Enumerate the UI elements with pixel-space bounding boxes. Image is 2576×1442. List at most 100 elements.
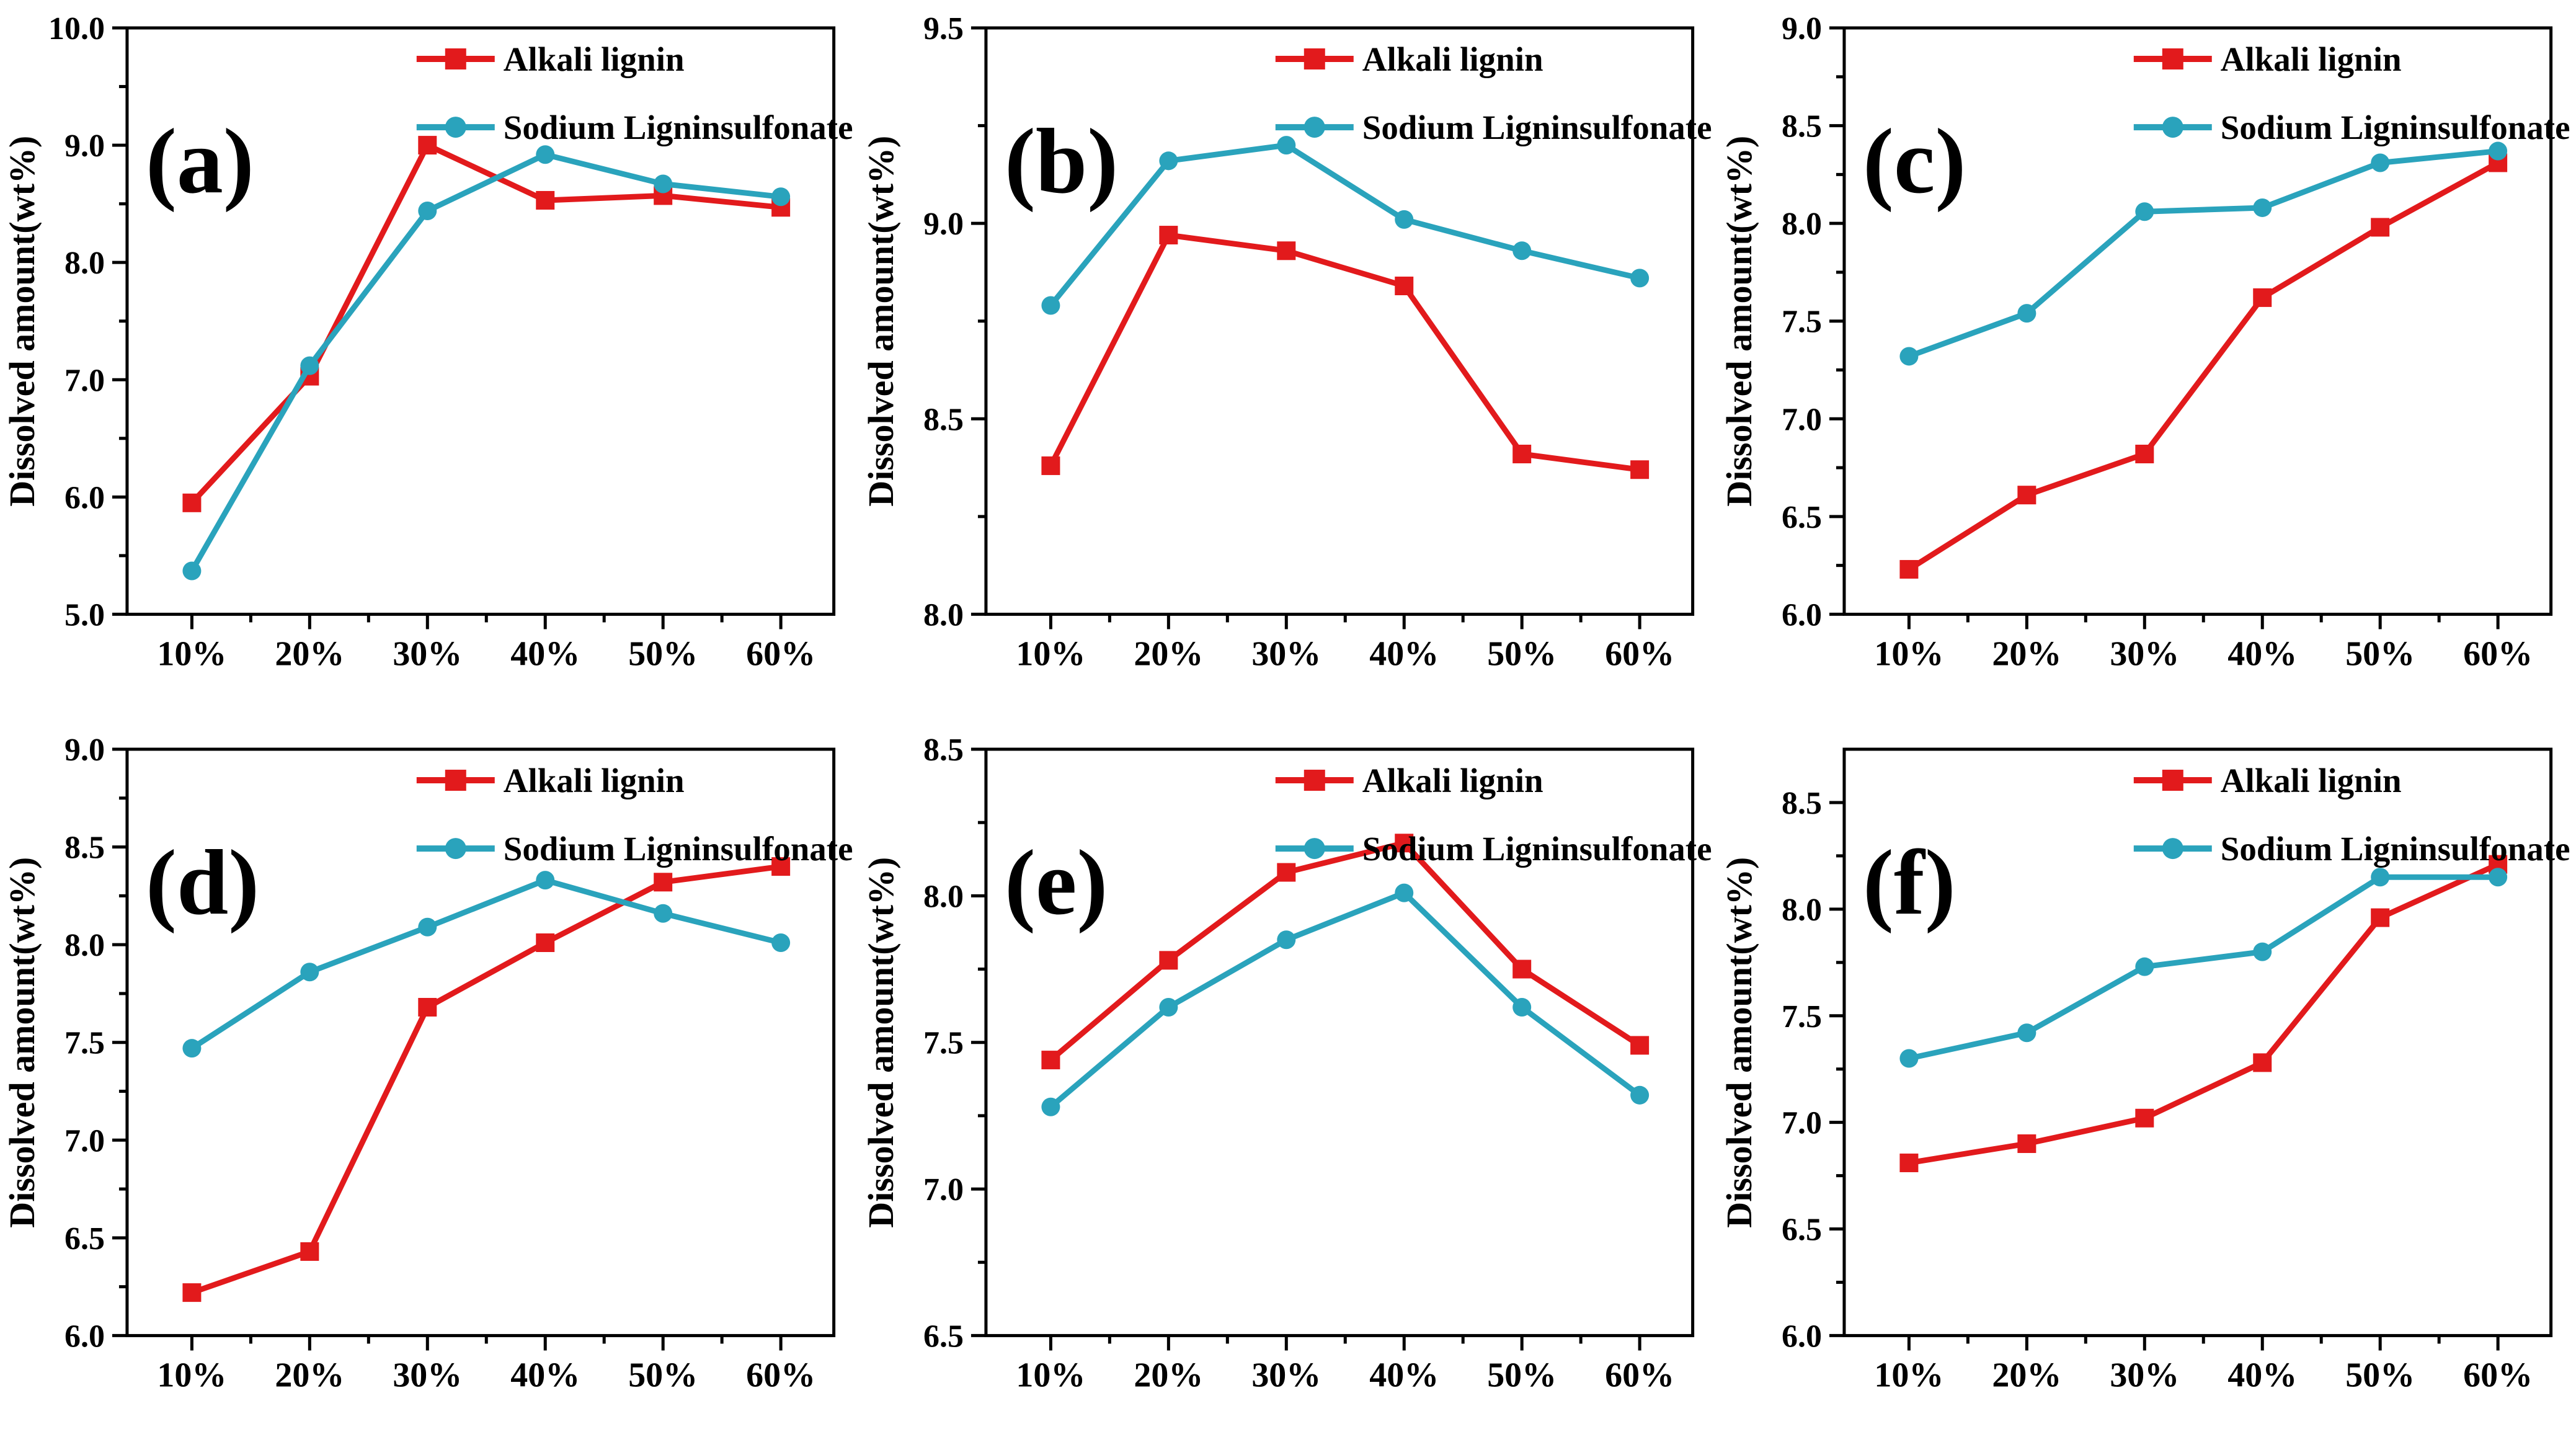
data-point-marker: [1276, 863, 1295, 882]
legend-marker-circle: [445, 837, 466, 859]
series-line-alkali-lignin: [1906, 861, 2501, 1165]
x-tick-label: 40%: [1369, 634, 1439, 673]
series-line-alkali-lignin: [189, 142, 784, 506]
data-point-marker: [2371, 153, 2390, 172]
legend-entry: Sodium Ligninsulfonate: [1275, 830, 1712, 868]
legend-label: Sodium Ligninsulfonate: [2221, 830, 2570, 868]
data-point-marker: [182, 1038, 202, 1057]
series-line-alkali-lignin: [189, 863, 784, 1296]
data-point-marker: [1899, 1049, 1919, 1068]
panel-f: 6.0 6.5 7.0 7.5 8.0 8.5 10% 20% 30% 40% 50% 60% Diss…: [1717, 721, 2576, 1442]
data-point-marker: [1041, 1097, 1060, 1116]
panel-letter: (f): [1863, 831, 1956, 934]
x-tick-label: 10%: [1016, 634, 1085, 673]
x-tick-label: 40%: [510, 1356, 580, 1394]
y-tick-label: 7.0: [64, 1123, 105, 1159]
legend-entry: Sodium Ligninsulfonate: [416, 109, 853, 146]
data-point-marker: [1394, 883, 1413, 902]
y-tick-label: 8.0: [1782, 892, 1822, 927]
data-point-marker: [300, 962, 319, 981]
data-point-marker: [2017, 304, 2036, 323]
y-tick-label: 10.0: [48, 11, 105, 47]
data-point-marker: [418, 201, 437, 220]
y-axis-label: Dissolved amount(wt%): [861, 857, 901, 1227]
data-point-marker: [2135, 1108, 2154, 1128]
legend-entry: Sodium Ligninsulfonate: [416, 830, 853, 868]
y-tick-label: 6.0: [1782, 597, 1822, 633]
x-tick-label: 10%: [1875, 634, 1944, 673]
data-point-marker: [2017, 1134, 2036, 1153]
data-point-marker: [2135, 202, 2154, 221]
data-point-marker: [1394, 276, 1413, 296]
x-tick-label: 20%: [1992, 1356, 2062, 1394]
legend-marker-circle: [2162, 117, 2183, 138]
y-tick-label: 6.0: [64, 1319, 105, 1354]
panel-letter: (d): [146, 831, 259, 934]
legend-label: Sodium Ligninsulfonate: [504, 109, 853, 146]
data-point-marker: [536, 145, 555, 164]
x-tick-label: 50%: [628, 1356, 698, 1394]
data-point-marker: [2489, 867, 2508, 886]
data-point-marker: [2371, 908, 2390, 927]
data-point-marker: [1899, 559, 1919, 579]
y-tick-label: 8.5: [923, 402, 964, 437]
y-tick-label: 6.5: [1782, 1212, 1822, 1247]
y-axis-label: Dissolved amount(wt%): [1719, 136, 1759, 507]
data-point-marker: [2135, 957, 2154, 976]
plot-box: [1842, 26, 2553, 616]
data-point-marker: [1899, 1153, 1919, 1172]
data-point-marker: [1041, 1050, 1060, 1069]
data-point-marker: [1158, 997, 1178, 1017]
legend-label: Sodium Ligninsulfonate: [504, 830, 853, 868]
y-tick-label: 9.5: [923, 11, 964, 47]
y-tick-label: 8.0: [64, 246, 105, 281]
series-line-sodium-ligninsulfonate: [1047, 889, 1643, 1110]
y-tick-label: 9.0: [64, 128, 105, 164]
chart-panel-d: 6.0 6.5 7.0 7.5 8.0 8.5 9.0 10% 20% 30% 40% 50% 60% D…: [2, 732, 853, 1394]
legend-label: Alkali lignin: [504, 762, 685, 799]
y-tick-label: 7.5: [923, 1025, 964, 1061]
y-tick-label: 6.5: [923, 1319, 964, 1354]
data-point-marker: [536, 870, 555, 889]
x-tick-label: 20%: [1134, 1356, 1203, 1394]
x-tick-label: 20%: [275, 1356, 344, 1394]
data-point-marker: [1041, 456, 1060, 475]
legend-marker-circle: [2162, 837, 2183, 859]
data-point-marker: [1394, 210, 1413, 229]
x-tick-label: 30%: [393, 1356, 462, 1394]
y-tick-label: 7.0: [1782, 402, 1822, 437]
data-point-marker: [654, 872, 673, 891]
data-point-marker: [418, 917, 437, 937]
y-axis-label: Dissolved amount(wt%): [861, 136, 901, 507]
x-tick-label: 10%: [157, 1356, 226, 1394]
legend-marker-square: [445, 769, 466, 791]
y-tick-label: 7.0: [1782, 1105, 1822, 1141]
panel-letter: (c): [1863, 110, 1966, 213]
data-point-marker: [1158, 226, 1178, 245]
legend-entry: Alkali lignin: [1275, 762, 1543, 799]
data-point-marker: [1630, 1035, 1649, 1054]
data-point-marker: [536, 933, 555, 952]
data-point-marker: [1512, 997, 1531, 1017]
x-tick-label: 60%: [746, 1356, 815, 1394]
x-tick-label: 40%: [510, 634, 580, 673]
x-tick-label: 60%: [2463, 634, 2533, 673]
x-tick-label: 50%: [1487, 1356, 1557, 1394]
y-tick-label: 8.5: [64, 830, 105, 865]
data-point-marker: [300, 356, 319, 375]
y-axis-label: Dissolved amount(wt%): [2, 857, 42, 1227]
series-line-sodium-ligninsulfonate: [1906, 874, 2501, 1061]
chart-panel-a: 5.0 6.0 7.0 8.0 9.0 10.0 10% 20% 30% 40% 50% 60% Dis…: [2, 11, 853, 673]
data-point-marker: [182, 493, 202, 512]
legend-label: Alkali lignin: [1362, 762, 1543, 799]
panel-c: 6.0 6.5 7.0 7.5 8.0 8.5 9.0 10% 20% 30% 40% 50% 60% D…: [1717, 0, 2576, 721]
data-point-marker: [2253, 198, 2272, 217]
x-tick-label: 50%: [628, 634, 698, 673]
legend-marker-circle: [445, 117, 466, 138]
data-point-marker: [300, 1242, 319, 1261]
chart-panel-c: 6.0 6.5 7.0 7.5 8.0 8.5 9.0 10% 20% 30% 40% 50% 60% D…: [1719, 11, 2570, 673]
data-point-marker: [1276, 930, 1295, 949]
plot-box: [1842, 747, 2553, 1337]
y-tick-label: 7.5: [1782, 999, 1822, 1034]
data-point-marker: [2017, 1023, 2036, 1042]
